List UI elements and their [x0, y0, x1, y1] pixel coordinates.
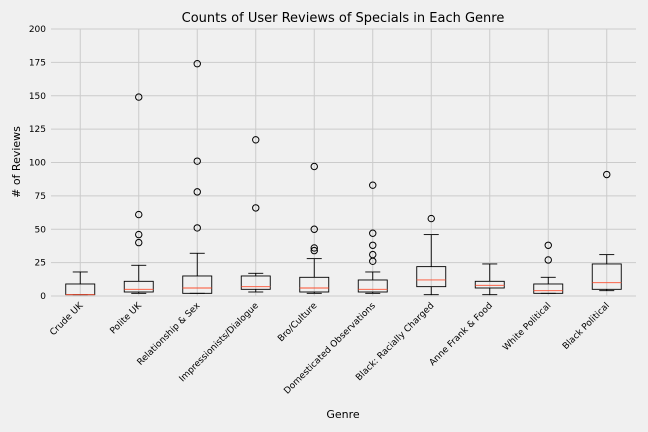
iqr-box: [533, 283, 564, 294]
x-tick-label: Bro/Culture: [276, 301, 319, 344]
iqr-box: [474, 280, 505, 289]
outlier-point: [310, 225, 318, 233]
outlier-point: [193, 157, 201, 165]
outlier-point: [193, 188, 201, 196]
iqr-box: [123, 280, 154, 293]
outlier-point: [310, 244, 318, 252]
x-tick-label: Relationship & Sex: [136, 301, 203, 368]
iqr-box: [357, 279, 388, 293]
outlier-point: [193, 60, 201, 68]
outlier-point: [310, 246, 318, 255]
iqr-box: [591, 263, 622, 290]
box-3: [182, 60, 213, 294]
outlier-point: [544, 256, 552, 264]
x-tick-label: Anne Frank & Food: [428, 301, 495, 368]
outlier-point: [369, 250, 377, 259]
x-tick-label: Crude UK: [48, 300, 86, 338]
box-7: [416, 214, 447, 296]
y-tick-label: 25: [35, 259, 46, 269]
x-tick-label: Domesticated Observations: [282, 301, 378, 397]
y-tick-label: 125: [29, 125, 46, 135]
box-10: [591, 170, 622, 292]
y-tick-label: 75: [35, 192, 46, 202]
outlier-point: [369, 229, 377, 237]
outlier-point: [135, 230, 143, 239]
outlier-point: [544, 241, 552, 249]
outlier-point: [369, 241, 377, 249]
outlier-point: [252, 136, 260, 144]
box-1: [65, 271, 96, 296]
outlier-point: [427, 214, 435, 223]
tick-layer: 0 25 50 75 100 125 150 175 200 Crude UK Polite UKR…: [29, 25, 612, 397]
y-tick-label: 200: [29, 25, 46, 35]
x-tick-label: Polite UK: [108, 300, 144, 336]
box-2: [123, 93, 154, 294]
y-axis-label: # of Reviews: [10, 126, 23, 198]
iqr-box: [416, 266, 447, 288]
box-9: [533, 241, 564, 294]
outlier-point: [193, 224, 201, 232]
iqr-box: [182, 275, 213, 294]
outlier-point: [603, 170, 611, 179]
y-tick-label: 175: [29, 58, 46, 68]
iqr-box: [240, 275, 271, 290]
y-tick-label: 150: [29, 92, 46, 102]
outlier-point: [135, 238, 143, 247]
chart-title: Counts of User Reviews of Specials in Ea…: [182, 11, 505, 26]
y-tick-label: 0: [40, 292, 46, 302]
outlier-point: [252, 204, 260, 212]
y-tick-label: 100: [29, 159, 46, 169]
box-5: [299, 162, 330, 294]
box-8: [474, 263, 505, 296]
outlier-point: [135, 210, 143, 219]
box-4: [240, 136, 271, 293]
outlier-point: [369, 181, 377, 189]
x-tick-label: White Political: [501, 301, 553, 353]
x-axis-label: Genre: [326, 408, 360, 421]
outlier-point: [310, 162, 318, 171]
outlier-point: [135, 93, 143, 101]
x-tick-label: Black Political: [561, 301, 612, 352]
box-layer: [65, 60, 622, 296]
box-6: [357, 181, 388, 294]
iqr-box: [299, 276, 330, 293]
y-tick-label: 50: [35, 225, 47, 235]
grid-layer: [51, 28, 636, 297]
